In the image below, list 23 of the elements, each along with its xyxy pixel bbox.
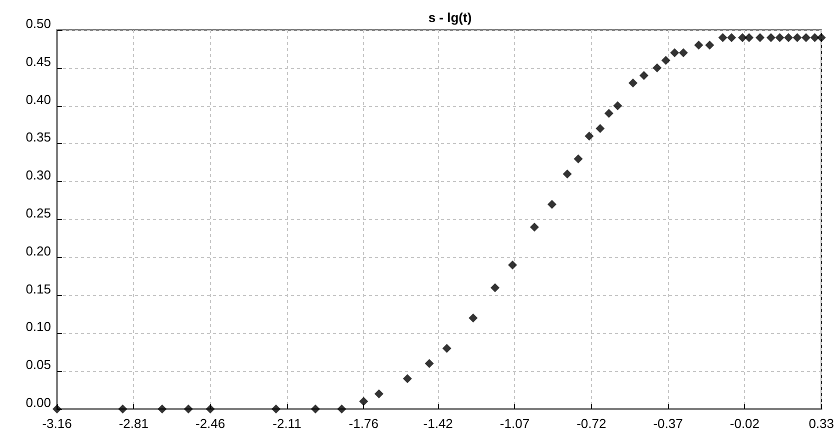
- y-tick-label: 0.35: [26, 130, 51, 145]
- y-tick-label: 0.40: [26, 92, 51, 107]
- y-tick-label: 0.25: [26, 206, 51, 220]
- x-tick-label: -2.46: [195, 416, 226, 430]
- y-tick-label: 0.10: [26, 319, 51, 334]
- x-tick-label: -2.11: [272, 416, 302, 430]
- x-tick-label: -0.37: [653, 416, 683, 430]
- x-tick-label: -0.72: [576, 416, 606, 430]
- x-tick-label: -2.81: [118, 416, 148, 430]
- chart-title: s - lg(t): [428, 10, 472, 25]
- x-tick-label: -0.02: [730, 416, 760, 430]
- x-tick-label: 0.33: [808, 416, 834, 430]
- y-tick-label: 0.00: [26, 395, 51, 410]
- y-tick-label: 0.05: [26, 357, 51, 372]
- y-tick-label: 0.30: [26, 168, 51, 183]
- y-tick-label: 0.45: [26, 54, 51, 69]
- x-tick-label: -3.16: [42, 416, 72, 430]
- y-tick-label: 0.50: [26, 16, 51, 31]
- x-tick-label: -1.42: [423, 416, 453, 430]
- x-tick-label: -1.76: [348, 416, 378, 430]
- x-tick-label: -1.07: [500, 416, 530, 430]
- y-tick-label: 0.20: [26, 243, 51, 258]
- y-tick-label: 0.15: [26, 281, 51, 296]
